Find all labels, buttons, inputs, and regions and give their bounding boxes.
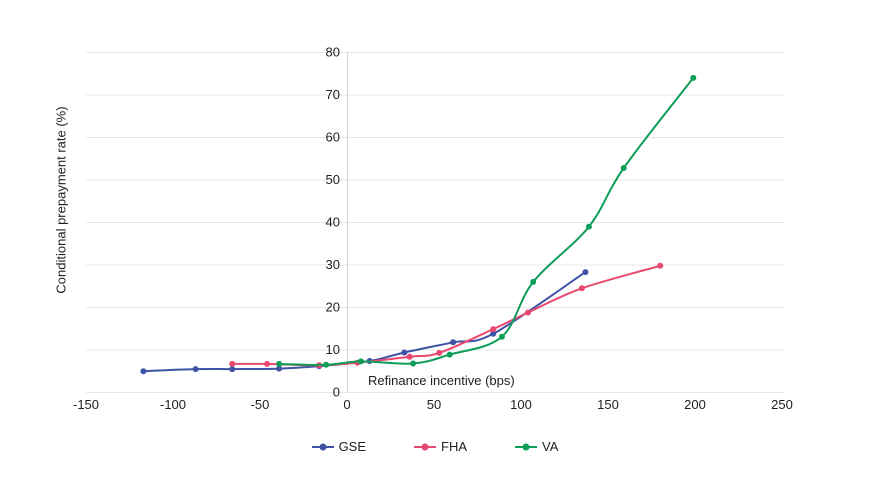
data-point-va — [530, 278, 537, 285]
x-tick-label: 50 — [427, 397, 441, 412]
data-point-va — [620, 165, 627, 171]
x-tick-label: 100 — [510, 397, 532, 412]
legend-label: GSE — [338, 439, 367, 454]
series-line-gse — [142, 271, 587, 373]
data-point-fha — [264, 360, 270, 367]
data-point-va — [276, 360, 283, 367]
x-tick-label: 0 — [343, 397, 350, 412]
legend-marker-icon — [515, 443, 538, 450]
x-tick-label: -50 — [251, 397, 270, 412]
data-point-fha — [525, 309, 531, 316]
y-tick-label: 50 — [326, 172, 340, 187]
data-point-gse — [229, 366, 236, 373]
legend-label: VA — [542, 439, 559, 454]
data-point-fha — [578, 285, 585, 292]
series-line-va — [278, 76, 695, 366]
data-point-va — [446, 351, 453, 358]
legend: GSE FHA VA — [0, 439, 870, 454]
legend-item-fha: FHA — [414, 439, 467, 454]
data-point-gse — [450, 339, 457, 346]
data-point-va — [498, 333, 505, 340]
data-point-va — [690, 74, 697, 81]
data-point-fha — [406, 353, 413, 360]
data-point-fha — [436, 349, 443, 356]
y-tick-label: 0 — [333, 385, 340, 400]
x-axis-title: Refinance incentive (bps) — [368, 373, 515, 388]
x-tick-label: 250 — [771, 397, 793, 412]
data-point-gse — [276, 365, 283, 372]
y-tick-label: 40 — [326, 215, 340, 230]
x-tick-label: 150 — [597, 397, 619, 412]
legend-marker-icon — [414, 443, 437, 450]
data-point-va — [585, 223, 592, 230]
x-tick-label: -100 — [160, 397, 186, 412]
x-tick-label: -150 — [73, 397, 99, 412]
data-point-va — [323, 361, 330, 368]
legend-marker-icon — [311, 443, 334, 450]
legend-label: FHA — [441, 439, 468, 454]
data-point-gse — [192, 366, 199, 373]
data-point-gse — [582, 269, 589, 276]
data-point-gse — [490, 330, 497, 337]
data-point-va — [357, 358, 364, 365]
data-point-fha — [229, 360, 236, 367]
y-tick-label: 20 — [326, 300, 340, 315]
data-point-va — [410, 360, 417, 367]
legend-item-gse: GSE — [311, 439, 367, 454]
data-point-fha — [657, 262, 664, 269]
x-tick-label: 200 — [684, 397, 706, 412]
y-tick-label: 80 — [326, 45, 340, 60]
data-point-gse — [401, 349, 408, 356]
y-tick-label: 70 — [326, 87, 340, 102]
legend-item-va: VA — [515, 439, 558, 454]
data-point-gse — [140, 368, 147, 375]
y-tick-label: 10 — [326, 342, 340, 357]
data-point-fha — [490, 326, 497, 333]
y-tick-label: 30 — [326, 257, 340, 272]
y-tick-label: 60 — [326, 130, 340, 145]
